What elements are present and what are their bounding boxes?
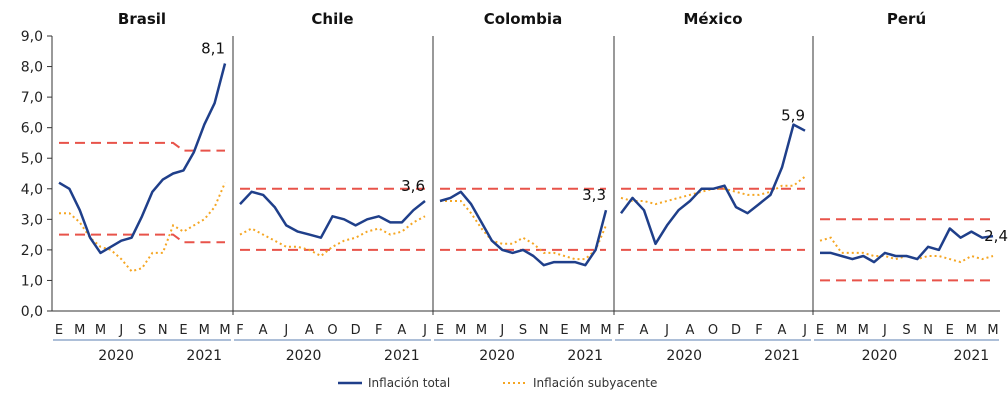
core-inflation-line xyxy=(440,200,607,261)
month-label: J xyxy=(499,323,504,338)
core-inflation-line xyxy=(59,182,226,273)
month-label: J xyxy=(802,323,807,338)
month-label: M xyxy=(455,323,466,338)
month-label: M xyxy=(966,323,977,338)
legend: Inflación total Inflación subyacente xyxy=(338,376,657,390)
end-value-label: 3,3 xyxy=(582,186,606,204)
y-tick-label: 0,0 xyxy=(21,304,43,320)
total-inflation-line xyxy=(620,123,806,246)
month-label: S xyxy=(138,323,146,338)
y-tick-label: 9,0 xyxy=(21,29,43,45)
year-label: 2020 xyxy=(286,348,322,364)
month-label: A xyxy=(397,323,406,338)
month-label: E xyxy=(560,323,568,338)
month-label: F xyxy=(617,323,624,338)
year-label: 2020 xyxy=(862,348,898,364)
total-inflation-line xyxy=(439,190,608,267)
month-label: A xyxy=(305,323,314,338)
month-label: M xyxy=(199,323,210,338)
target-lower-band xyxy=(59,233,225,244)
month-label: M xyxy=(74,323,85,338)
y-tick-label: 7,0 xyxy=(21,90,43,106)
month-label: M xyxy=(95,323,106,338)
panel-title: Brasil xyxy=(118,10,166,28)
month-label: N xyxy=(539,323,549,338)
year-label: 2021 xyxy=(567,348,603,364)
end-value-label: 5,9 xyxy=(781,107,805,125)
month-label: E xyxy=(946,323,954,338)
end-value-label: 3,6 xyxy=(401,177,425,195)
month-label: S xyxy=(902,323,910,338)
month-label: O xyxy=(327,323,337,338)
month-label: M xyxy=(836,323,847,338)
y-tick-label: 8,0 xyxy=(21,60,43,76)
month-label: M xyxy=(219,323,230,338)
year-label: 2020 xyxy=(666,348,702,364)
month-label: J xyxy=(882,323,887,338)
month-label: E xyxy=(436,323,444,338)
axes: 0,0 1,0 2,0 3,0 4,0 5,0 6,0 7,0 8,0 9,0 xyxy=(21,29,1000,320)
month-label: O xyxy=(708,323,718,338)
month-label: M xyxy=(476,323,487,338)
month-label: D xyxy=(731,323,741,338)
legend-core-label: Inflación subyacente xyxy=(533,376,657,390)
panel-title: Chile xyxy=(311,10,353,28)
year-label: 2020 xyxy=(479,348,515,364)
y-tick-label: 1,0 xyxy=(21,273,43,289)
core-inflation-line xyxy=(620,175,806,206)
y-tick-label: 3,0 xyxy=(21,212,43,228)
end-value-label: 2,4 xyxy=(984,227,1008,245)
total-inflation-line xyxy=(820,227,994,264)
month-label: E xyxy=(179,323,187,338)
month-label: S xyxy=(519,323,527,338)
month-label: J xyxy=(283,323,288,338)
year-label: 2021 xyxy=(384,348,420,364)
month-label: M xyxy=(858,323,869,338)
panel-title: Perú xyxy=(887,10,926,28)
month-label: J xyxy=(664,323,669,338)
month-label: F xyxy=(236,323,243,338)
month-label: A xyxy=(259,323,268,338)
year-label: 2021 xyxy=(764,348,800,364)
panel-title: México xyxy=(683,10,742,28)
month-label: D xyxy=(351,323,361,338)
month-label: M xyxy=(580,323,591,338)
month-label: A xyxy=(640,323,649,338)
year-label: 2021 xyxy=(186,348,222,364)
total-inflation-line xyxy=(239,190,426,239)
month-label: E xyxy=(55,323,63,338)
panel-title: Colombia xyxy=(484,10,562,28)
month-label: J xyxy=(422,323,427,338)
month-label: A xyxy=(778,323,787,338)
month-label: M xyxy=(987,323,998,338)
y-tick-label: 5,0 xyxy=(21,151,43,167)
legend-total-label: Inflación total xyxy=(368,376,450,390)
end-value-label: 8,1 xyxy=(201,40,225,58)
month-label: J xyxy=(118,323,123,338)
month-label: F xyxy=(375,323,382,338)
month-label: N xyxy=(923,323,933,338)
y-tick-label: 4,0 xyxy=(21,182,43,198)
month-label: A xyxy=(686,323,695,338)
y-tick-label: 6,0 xyxy=(21,121,43,137)
target-upper-band xyxy=(59,141,225,152)
y-tick-label: 2,0 xyxy=(21,243,43,259)
month-label: M xyxy=(600,323,611,338)
month-label: F xyxy=(755,323,762,338)
month-label: N xyxy=(158,323,168,338)
core-inflation-line xyxy=(239,215,426,258)
month-label: E xyxy=(816,323,824,338)
year-label: 2021 xyxy=(954,348,990,364)
total-inflation-line xyxy=(58,63,227,255)
year-label: 2020 xyxy=(98,348,134,364)
